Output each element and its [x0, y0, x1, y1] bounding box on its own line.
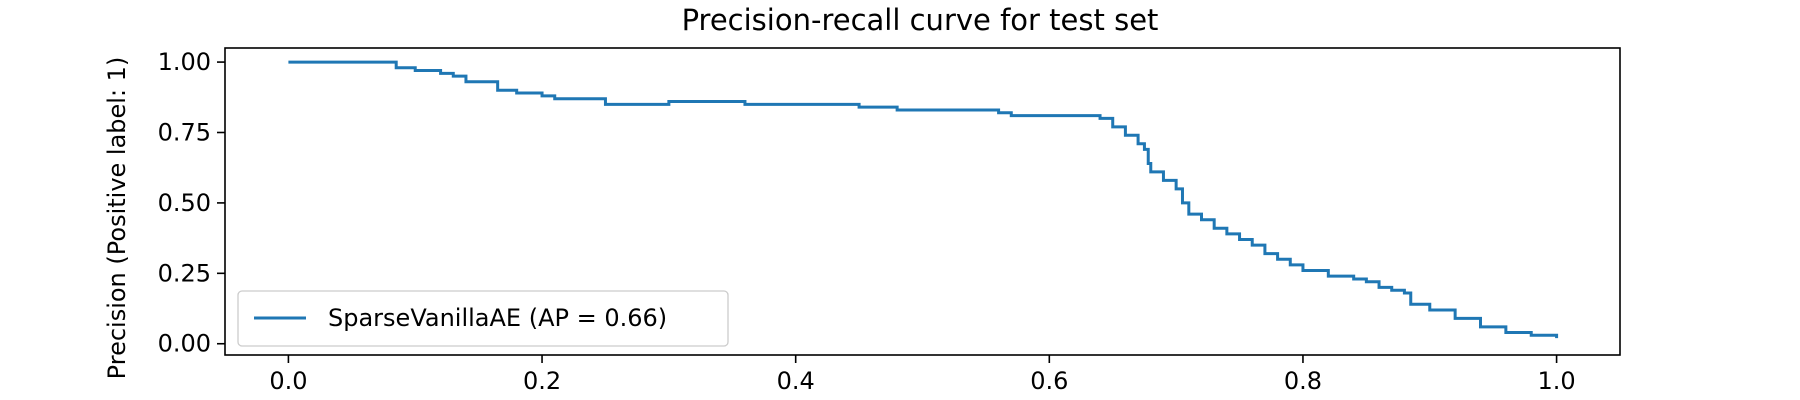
- legend-entry: SparseVanillaAE (AP = 0.66): [328, 304, 667, 332]
- y-axis-label: Precision (Positive label: 1): [103, 57, 131, 380]
- x-tick-label: 1.0: [1538, 367, 1576, 395]
- x-tick-label: 0.0: [269, 367, 307, 395]
- plot-area: [288, 60, 1559, 339]
- x-tick-label: 0.4: [777, 367, 815, 395]
- y-tick-label: 0.75: [158, 118, 211, 146]
- legend-box: [237, 290, 729, 347]
- y-tick-label: 1.00: [158, 48, 211, 76]
- x-axis: 0.0 0.2 0.4 0.6 0.8 1.0: [269, 355, 1576, 395]
- x-tick-label: 0.8: [1284, 367, 1322, 395]
- y-tick-label: 0.00: [158, 330, 211, 358]
- y-tick-label: 0.25: [158, 259, 211, 287]
- legend: SparseVanillaAE (AP = 0.66): [237, 290, 729, 347]
- chart-title: Precision-recall curve for test set: [682, 3, 1159, 37]
- series-line-sparsevanillaae: [288, 60, 1559, 339]
- x-tick-label: 0.6: [1030, 367, 1068, 395]
- y-axis: 0.00 0.25 0.50 0.75 1.00: [158, 48, 225, 358]
- x-tick-label: 0.2: [523, 367, 561, 395]
- plot-frame: [224, 47, 1621, 356]
- y-tick-label: 0.50: [158, 189, 211, 217]
